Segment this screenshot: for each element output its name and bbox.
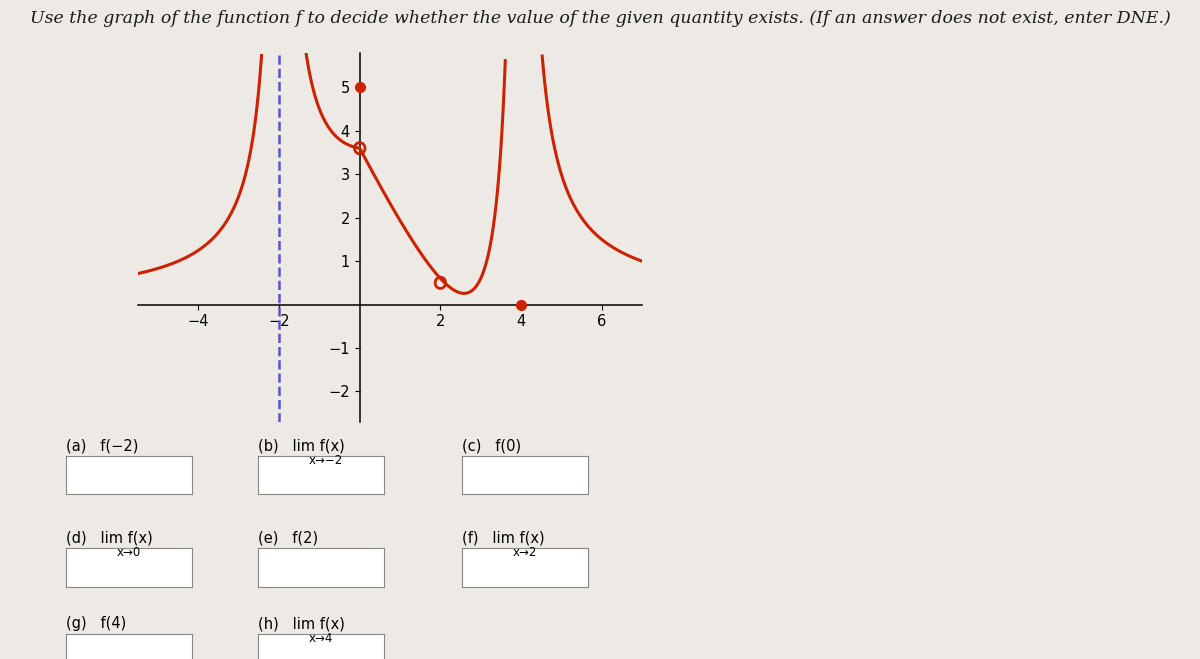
Text: x→−2: x→−2 <box>308 454 343 467</box>
Text: (g)   f(4): (g) f(4) <box>66 616 126 631</box>
Text: (h)   lim f(x): (h) lim f(x) <box>258 616 344 631</box>
Text: (c)   f(0): (c) f(0) <box>462 438 521 453</box>
Text: (f)   lim f(x): (f) lim f(x) <box>462 530 545 546</box>
Text: (a)   f(−2): (a) f(−2) <box>66 438 138 453</box>
Text: (b)   lim f(x): (b) lim f(x) <box>258 438 344 453</box>
Text: x→4: x→4 <box>308 632 332 645</box>
Text: x→0: x→0 <box>116 546 140 559</box>
Text: x→2: x→2 <box>512 546 536 559</box>
Text: (d)   lim f(x): (d) lim f(x) <box>66 530 152 546</box>
Text: (e)   f(2): (e) f(2) <box>258 530 318 546</box>
Text: Use the graph of the function f to decide whether the value of the given quantit: Use the graph of the function f to decid… <box>30 10 1170 27</box>
